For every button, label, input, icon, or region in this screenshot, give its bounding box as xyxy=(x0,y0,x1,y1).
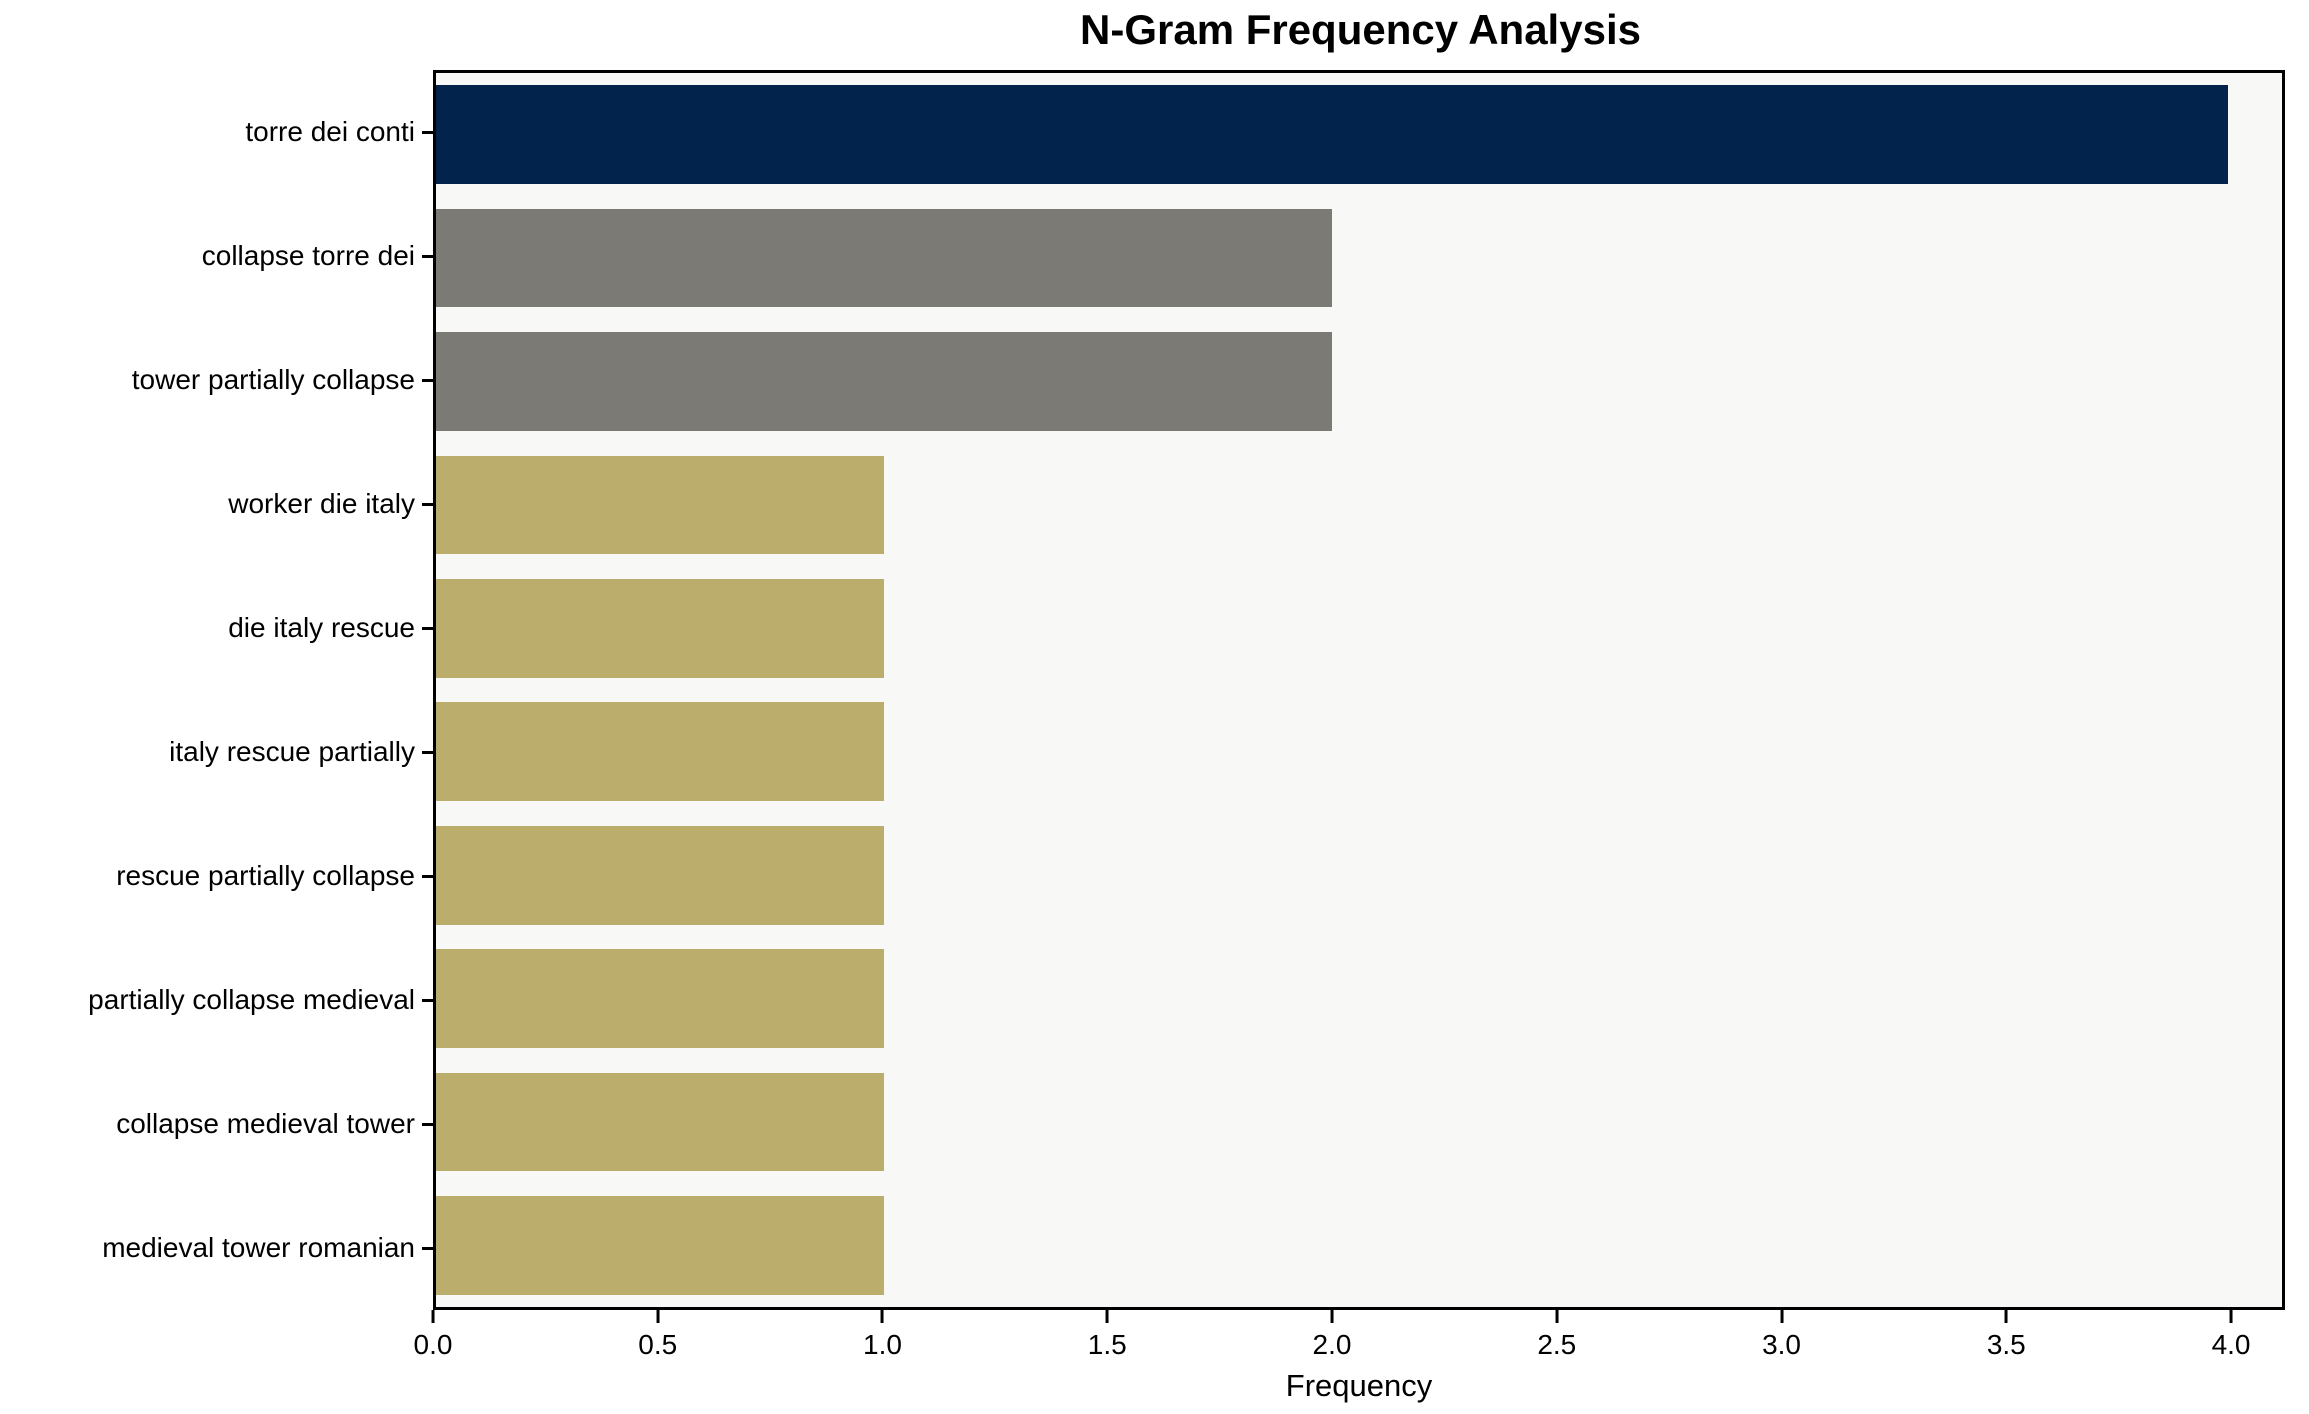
y-tick-label: tower partially collapse xyxy=(131,364,415,395)
y-tick-mark xyxy=(422,1246,433,1250)
y-tick-label: collapse medieval tower xyxy=(116,1108,415,1139)
y-tick-row: collapse torre dei xyxy=(0,194,433,318)
y-tick-row: worker die italy xyxy=(0,442,433,566)
x-tick-label: 0.0 xyxy=(413,1329,453,1360)
x-tick-label: 4.0 xyxy=(2211,1329,2251,1360)
bar-row xyxy=(436,73,2282,196)
y-tick-mark xyxy=(422,750,433,754)
bar-row xyxy=(436,1184,2282,1307)
y-tick-mark xyxy=(422,130,433,134)
chart-title: N-Gram Frequency Analysis xyxy=(1080,6,1641,53)
x-tick-mark xyxy=(881,1310,884,1323)
x-tick: 1.5 xyxy=(1088,1310,1127,1361)
y-tick-label: die italy rescue xyxy=(228,612,415,643)
x-tick: 3.5 xyxy=(1987,1310,2026,1361)
bar-row xyxy=(436,443,2282,566)
bar-rows xyxy=(436,73,2282,1307)
x-tick: 0.5 xyxy=(638,1310,677,1361)
y-tick-row: partially collapse medieval xyxy=(0,938,433,1062)
y-tick-row: tower partially collapse xyxy=(0,318,433,442)
y-tick-label: italy rescue partially xyxy=(169,736,415,767)
y-tick-mark xyxy=(422,378,433,382)
bar-row xyxy=(436,937,2282,1060)
y-tick-mark xyxy=(422,998,433,1002)
y-tick-label: partially collapse medieval xyxy=(88,984,415,1015)
bar-rescue-partially-collapse xyxy=(436,825,885,925)
x-tick-label: 1.5 xyxy=(1087,1329,1127,1360)
x-tick: 3.0 xyxy=(1762,1310,1801,1361)
x-tick-mark xyxy=(431,1310,435,1323)
bar-collapse-medieval-tower xyxy=(436,1072,885,1172)
y-tick-row: collapse medieval tower xyxy=(0,1062,433,1186)
y-tick-row: rescue partially collapse xyxy=(0,814,433,938)
x-tick-mark xyxy=(2004,1310,2008,1323)
x-tick-mark xyxy=(1105,1310,1109,1323)
y-tick-label: torre dei conti xyxy=(245,116,415,147)
bar-die-italy-rescue xyxy=(436,578,885,678)
x-axis-label: Frequency xyxy=(1285,1368,1433,1403)
x-tick-mark xyxy=(1555,1310,1559,1323)
bar-row xyxy=(436,1060,2282,1183)
bar-collapse-torre-dei xyxy=(436,208,1333,308)
bar-medieval-tower-romanian xyxy=(436,1196,885,1295)
y-tick-row: medieval tower romanian xyxy=(0,1186,433,1310)
y-tick-mark xyxy=(422,626,433,630)
x-tick-label: 0.5 xyxy=(638,1329,678,1360)
bar-worker-die-italy xyxy=(436,455,885,555)
x-tick-label: 2.5 xyxy=(1537,1329,1577,1360)
bar-row xyxy=(436,567,2282,690)
bar-partially-collapse-medieval xyxy=(436,949,885,1048)
y-tick-row: die italy rescue xyxy=(0,566,433,690)
y-tick-mark xyxy=(422,874,433,878)
x-tick-label: 2.0 xyxy=(1312,1329,1352,1360)
y-tick-label: collapse torre dei xyxy=(201,240,415,271)
y-tick-label: rescue partially collapse xyxy=(116,860,415,891)
bar-tower-partially-collapse xyxy=(436,332,1333,431)
bar-torre-dei-conti xyxy=(436,85,2229,185)
bar-row xyxy=(436,320,2282,443)
x-tick-mark xyxy=(2229,1310,2233,1323)
y-tick-mark xyxy=(422,254,433,258)
x-tick-label: 3.0 xyxy=(1762,1329,1801,1360)
plot-area xyxy=(433,70,2285,1310)
x-tick: 2.0 xyxy=(1312,1310,1352,1361)
bar-row xyxy=(436,813,2282,936)
x-tick-mark xyxy=(656,1310,660,1323)
y-tick-row: italy rescue partially xyxy=(0,690,433,814)
x-tick: 0.0 xyxy=(413,1310,453,1361)
y-tick-label: medieval tower romanian xyxy=(102,1232,415,1263)
x-tick-mark xyxy=(1330,1310,1334,1323)
x-tick: 4.0 xyxy=(2212,1310,2251,1361)
y-tick-row: torre dei conti xyxy=(0,70,433,194)
y-tick-mark xyxy=(422,502,433,506)
x-tick-label: 3.5 xyxy=(1986,1329,2026,1360)
x-tick: 1.0 xyxy=(863,1310,902,1361)
x-tick-label: 1.0 xyxy=(863,1329,902,1360)
y-tick-label: worker die italy xyxy=(228,488,415,519)
bar-row xyxy=(436,690,2282,813)
x-axis: 0.0 0.5 1.0 1.5 2.0 2.5 3.0 3.5 4.0 xyxy=(414,1310,2285,1380)
x-tick: 2.5 xyxy=(1537,1310,1576,1361)
y-axis: torre dei conti collapse torre dei tower p… xyxy=(0,70,433,1310)
bar-row xyxy=(436,196,2282,319)
y-tick-mark xyxy=(422,1122,433,1126)
bar-italy-rescue-partially xyxy=(436,702,885,802)
x-tick-mark xyxy=(1780,1310,1784,1323)
